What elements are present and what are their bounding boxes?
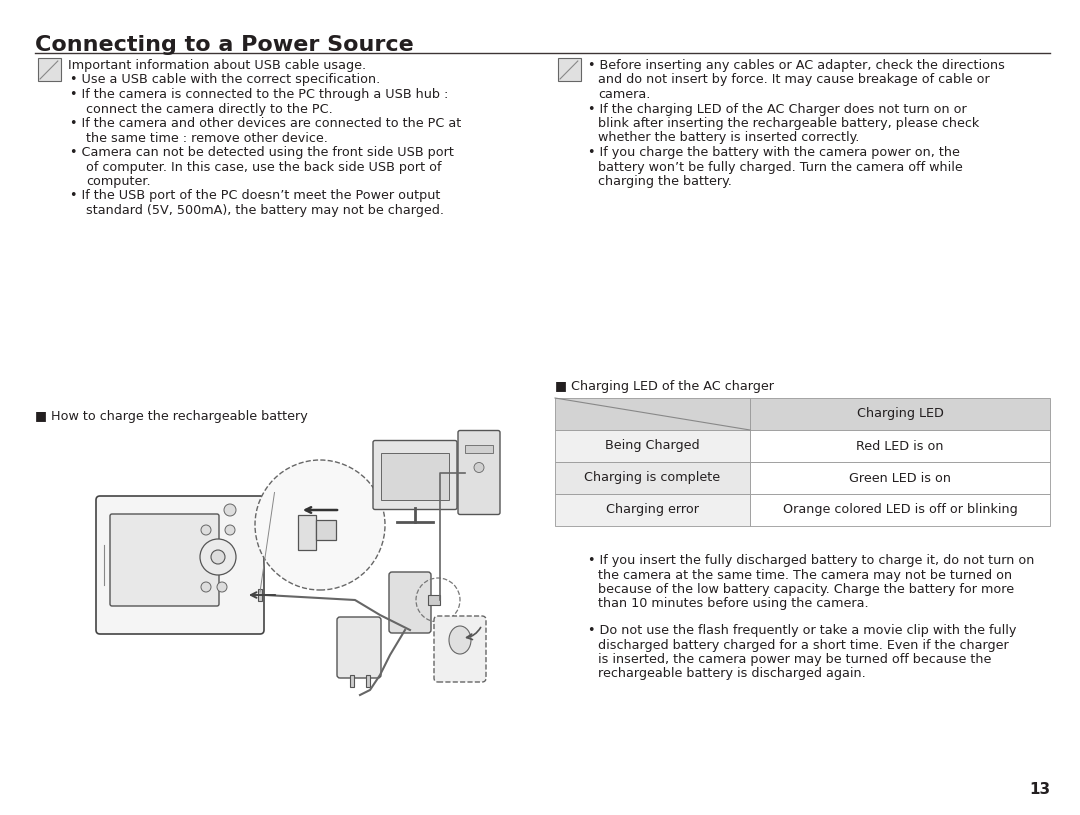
Bar <box>350 675 354 687</box>
Text: • Camera can not be detected using the front side USB port: • Camera can not be detected using the f… <box>70 146 454 159</box>
Bar <box>750 398 1050 430</box>
Text: Being Charged: Being Charged <box>605 439 700 452</box>
Bar <box>298 515 316 550</box>
Circle shape <box>217 582 227 592</box>
Text: because of the low battery capacity. Charge the battery for more: because of the low battery capacity. Cha… <box>598 583 1014 596</box>
Text: • If the camera is connected to the PC through a USB hub :: • If the camera is connected to the PC t… <box>70 88 448 101</box>
Text: Red LED is on: Red LED is on <box>856 439 944 452</box>
FancyBboxPatch shape <box>389 572 431 633</box>
Bar <box>555 430 750 462</box>
Text: 13: 13 <box>1029 782 1050 797</box>
Circle shape <box>211 550 225 564</box>
Text: • If the USB port of the PC doesn’t meet the Power output: • If the USB port of the PC doesn’t meet… <box>70 190 441 202</box>
FancyBboxPatch shape <box>434 616 486 682</box>
Bar <box>366 675 370 687</box>
Bar <box>750 494 1050 526</box>
Circle shape <box>255 460 384 590</box>
Text: Important information about USB cable usage.: Important information about USB cable us… <box>68 59 366 72</box>
Text: ■ Charging LED of the AC charger: ■ Charging LED of the AC charger <box>555 380 774 393</box>
Text: whether the battery is inserted correctly.: whether the battery is inserted correctl… <box>598 131 860 144</box>
Bar <box>558 58 581 81</box>
Circle shape <box>225 525 235 535</box>
Text: standard (5V, 500mA), the battery may not be charged.: standard (5V, 500mA), the battery may no… <box>86 204 444 217</box>
Circle shape <box>201 582 211 592</box>
Text: Orange colored LED is off or blinking: Orange colored LED is off or blinking <box>783 504 1017 517</box>
Text: rechargeable battery is discharged again.: rechargeable battery is discharged again… <box>598 667 866 681</box>
FancyBboxPatch shape <box>373 440 457 509</box>
Text: is inserted, the camera power may be turned off because the: is inserted, the camera power may be tur… <box>598 653 991 666</box>
Bar <box>428 595 440 605</box>
Text: Charging is complete: Charging is complete <box>584 472 720 484</box>
Text: than 10 minutes before using the camera.: than 10 minutes before using the camera. <box>598 597 868 610</box>
Text: Green LED is on: Green LED is on <box>849 472 951 484</box>
Text: of computer. In this case, use the back side USB port of: of computer. In this case, use the back … <box>86 161 442 174</box>
Bar <box>38 58 62 81</box>
Text: • If you insert the fully discharged battery to charge it, do not turn on: • If you insert the fully discharged bat… <box>588 554 1035 567</box>
Bar <box>555 398 750 430</box>
Text: connect the camera directly to the PC.: connect the camera directly to the PC. <box>86 103 333 116</box>
Text: the same time : remove other device.: the same time : remove other device. <box>86 131 328 144</box>
Text: Charging error: Charging error <box>606 504 699 517</box>
Circle shape <box>200 539 237 575</box>
Bar <box>750 430 1050 462</box>
Bar <box>555 462 750 494</box>
Text: Charging LED: Charging LED <box>856 408 944 421</box>
FancyBboxPatch shape <box>110 514 219 606</box>
Ellipse shape <box>449 626 471 654</box>
Text: • Before inserting any cables or AC adapter, check the directions: • Before inserting any cables or AC adap… <box>588 59 1004 72</box>
Text: the camera at the same time. The camera may not be turned on: the camera at the same time. The camera … <box>598 569 1012 581</box>
Bar <box>381 452 449 500</box>
Text: charging the battery.: charging the battery. <box>598 175 732 188</box>
Text: • Do not use the flash frequently or take a movie clip with the fully: • Do not use the flash frequently or tak… <box>588 624 1016 637</box>
Circle shape <box>201 525 211 535</box>
Text: • If you charge the battery with the camera power on, the: • If you charge the battery with the cam… <box>588 146 960 159</box>
FancyBboxPatch shape <box>96 496 264 634</box>
Text: battery won’t be fully charged. Turn the camera off while: battery won’t be fully charged. Turn the… <box>598 161 962 174</box>
Text: • If the charging LED of the AC Charger does not turn on or: • If the charging LED of the AC Charger … <box>588 103 967 116</box>
Text: Connecting to a Power Source: Connecting to a Power Source <box>35 35 414 55</box>
Text: ■ How to charge the rechargeable battery: ■ How to charge the rechargeable battery <box>35 410 308 423</box>
Text: computer.: computer. <box>86 175 150 188</box>
FancyBboxPatch shape <box>458 430 500 514</box>
Text: discharged battery charged for a short time. Even if the charger: discharged battery charged for a short t… <box>598 638 1009 651</box>
Text: and do not insert by force. It may cause breakage of cable or: and do not insert by force. It may cause… <box>598 73 989 86</box>
Text: blink after inserting the rechargeable battery, please check: blink after inserting the rechargeable b… <box>598 117 980 130</box>
Bar <box>750 462 1050 494</box>
Text: camera.: camera. <box>598 88 650 101</box>
Circle shape <box>474 462 484 473</box>
Circle shape <box>224 504 237 516</box>
Text: • Use a USB cable with the correct specification.: • Use a USB cable with the correct speci… <box>70 73 380 86</box>
Bar <box>316 520 336 540</box>
Text: • If the camera and other devices are connected to the PC at: • If the camera and other devices are co… <box>70 117 461 130</box>
FancyBboxPatch shape <box>337 617 381 678</box>
Bar <box>555 494 750 526</box>
Bar <box>258 589 262 601</box>
Bar <box>465 444 492 452</box>
